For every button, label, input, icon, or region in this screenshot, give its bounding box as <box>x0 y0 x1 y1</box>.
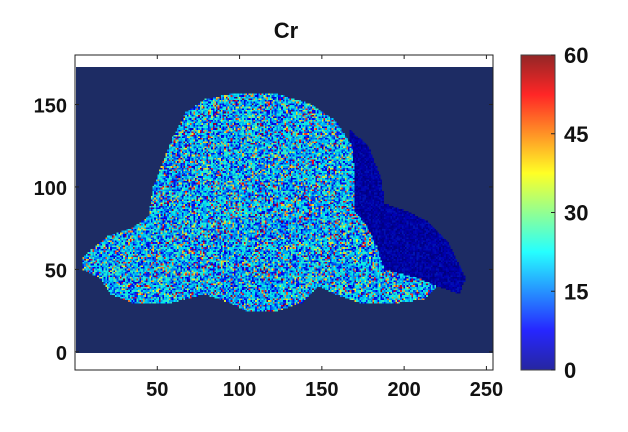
colorbar-tick-label: 30 <box>564 201 588 226</box>
colorbar-tick-label: 0 <box>564 358 576 383</box>
y-tick-label: 150 <box>34 95 67 117</box>
x-tick-label: 200 <box>387 379 420 401</box>
x-tick-label: 100 <box>223 379 256 401</box>
x-tick-label: 50 <box>146 379 168 401</box>
chart-title: Cr <box>274 18 299 43</box>
x-tick-label: 250 <box>470 379 503 401</box>
colorbar-tick-label: 60 <box>564 43 588 68</box>
plot-frame <box>74 54 494 371</box>
heatmap-image <box>75 67 493 353</box>
y-tick-label: 0 <box>56 343 67 365</box>
colorbar <box>520 54 556 371</box>
x-tick-label: 150 <box>305 379 338 401</box>
y-tick-label: 100 <box>34 178 67 200</box>
colorbar-tick-label: 15 <box>564 279 588 304</box>
colorbar-tick-label: 45 <box>564 122 588 147</box>
y-tick-label: 50 <box>45 260 67 282</box>
